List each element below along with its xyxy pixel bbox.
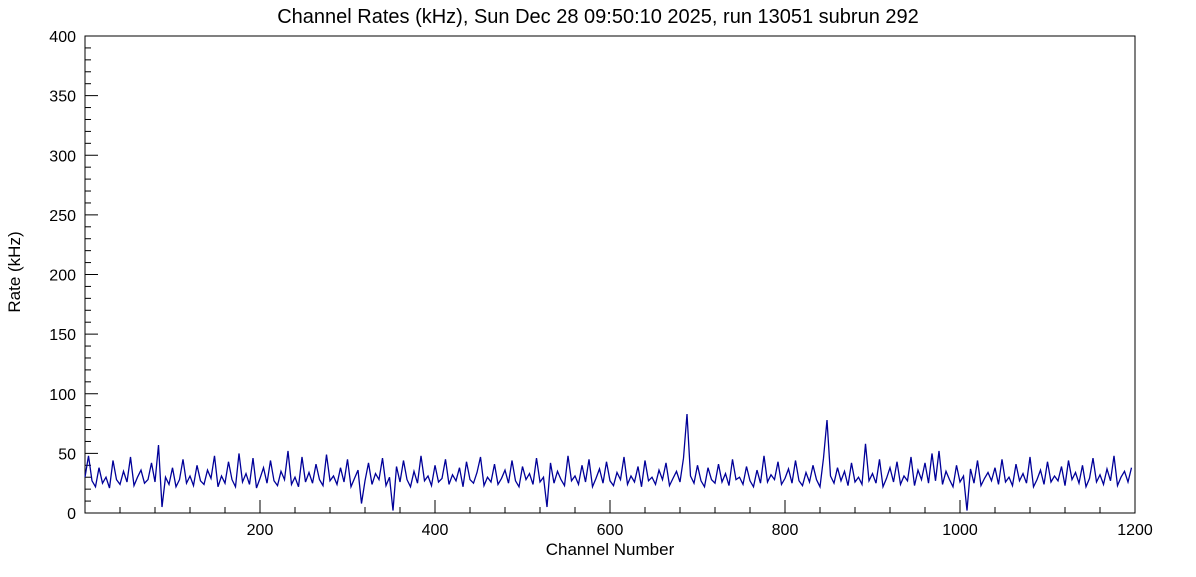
x-tick-label: 600 [597,522,624,539]
y-tick-label: 200 [49,268,76,285]
x-tick-label: 1000 [942,522,978,539]
rate-series-line [84,413,1133,511]
y-tick-label: 350 [49,89,76,106]
x-axis-label: Channel Number [546,540,675,559]
plot-area: 0 50 100 150 200 250 300 350 400 200 400 600 800 1000… [49,29,1153,539]
y-tick-label: 250 [49,208,76,225]
chart-title: Channel Rates (kHz), Sun Dec 28 09:50:10… [277,6,919,28]
plot-frame [84,35,1136,514]
y-tick-label: 50 [58,446,76,463]
x-tick-label: 1200 [1117,522,1153,539]
y-tick-label: 150 [49,327,76,344]
x-tick-label: 800 [772,522,799,539]
y-tick-label: 300 [49,148,76,165]
y-tick-label: 0 [67,506,76,523]
y-axis-label: Rate (kHz) [5,231,24,312]
y-tick-label: 400 [49,29,76,46]
x-tick-label: 200 [247,522,274,539]
x-tick-label: 400 [422,522,449,539]
y-tick-label: 100 [49,387,76,404]
